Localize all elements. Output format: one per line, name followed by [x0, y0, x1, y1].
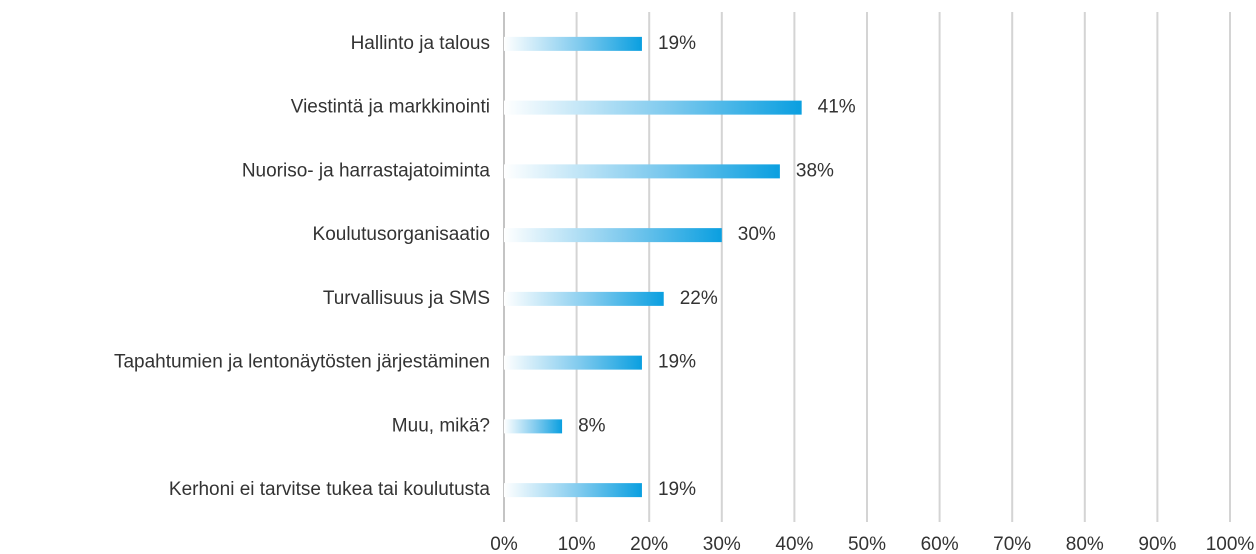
x-tick-label: 80%: [1066, 534, 1104, 554]
category-label: Muu, mikä?: [392, 415, 490, 436]
value-label: 19%: [658, 352, 696, 373]
x-tick-label: 40%: [775, 534, 813, 554]
bar: [504, 419, 563, 434]
x-tick-label: 30%: [703, 534, 741, 554]
x-tick-label: 10%: [558, 534, 596, 554]
value-label: 19%: [658, 479, 696, 500]
value-label: 8%: [578, 415, 606, 436]
bar: [504, 228, 722, 243]
category-label: Kerhoni ei tarvitse tukea tai koulutusta: [169, 479, 491, 500]
value-label: 22%: [680, 288, 718, 309]
category-label: Koulutusorganisaatio: [313, 224, 490, 245]
bar: [504, 100, 802, 115]
bar: [504, 483, 642, 498]
value-label: 38%: [796, 160, 834, 181]
category-label: Viestintä ja markkinointi: [291, 97, 490, 118]
x-tick-label: 60%: [921, 534, 959, 554]
x-tick-label: 90%: [1138, 534, 1176, 554]
x-tick-label: 100%: [1206, 534, 1255, 554]
category-label: Nuoriso- ja harrastajatoiminta: [242, 160, 491, 181]
category-label: Tapahtumien ja lentonäytösten järjestämi…: [114, 352, 490, 373]
x-tick-label: 50%: [848, 534, 886, 554]
bar: [504, 36, 642, 51]
x-tick-label: 0%: [490, 534, 518, 554]
category-label: Turvallisuus ja SMS: [323, 288, 490, 309]
bar: [504, 291, 664, 306]
value-label: 30%: [738, 224, 776, 245]
bar: [504, 164, 780, 179]
category-label: Hallinto ja talous: [351, 33, 490, 54]
value-label: 41%: [818, 97, 856, 118]
bar: [504, 355, 642, 370]
x-tick-label: 20%: [630, 534, 668, 554]
x-tick-label: 70%: [993, 534, 1031, 554]
value-label: 19%: [658, 33, 696, 54]
